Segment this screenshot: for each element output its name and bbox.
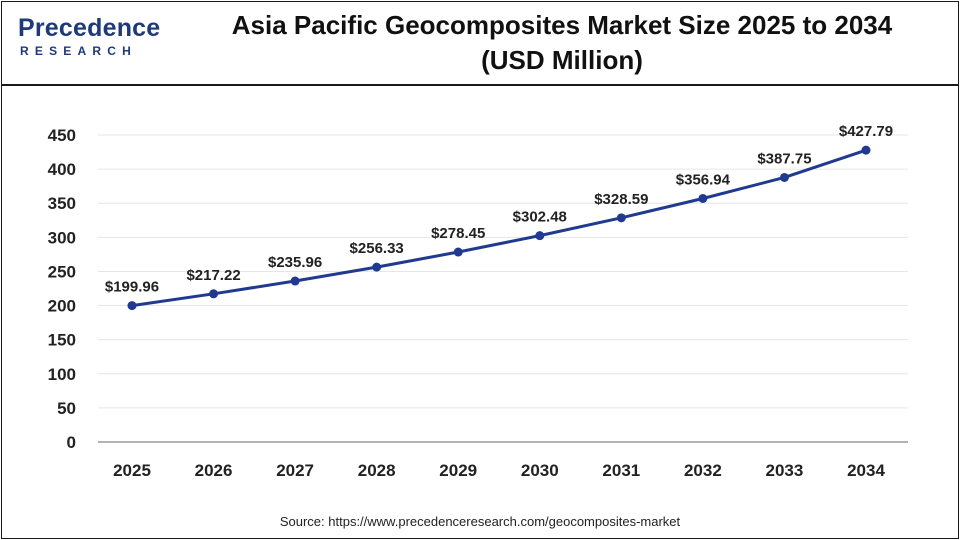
data-point bbox=[290, 276, 300, 286]
x-tick-label: 2026 bbox=[195, 461, 233, 480]
data-label: $278.45 bbox=[431, 225, 485, 242]
data-label: $256.33 bbox=[350, 240, 404, 257]
source-note: Source: https://www.precedenceresearch.c… bbox=[279, 514, 681, 529]
y-tick-label: 50 bbox=[57, 399, 76, 418]
data-label: $328.59 bbox=[594, 191, 648, 208]
chart-title-line1: Asia Pacific Geocomposites Market Size 2… bbox=[231, 10, 893, 40]
logo-subtitle: RESEARCH bbox=[20, 44, 137, 58]
y-tick-label: 200 bbox=[48, 297, 76, 316]
x-tick-label: 2027 bbox=[276, 461, 314, 480]
y-tick-label: 400 bbox=[48, 160, 76, 179]
data-point bbox=[616, 213, 626, 223]
chart-title: Asia Pacific Geocomposites Market Size 2… bbox=[182, 8, 942, 78]
x-tick-label: 2025 bbox=[113, 461, 151, 480]
data-label: $387.75 bbox=[757, 150, 811, 167]
series-line bbox=[131, 148, 867, 308]
precedence-research-logo: Precedence RESEARCH bbox=[18, 14, 168, 66]
y-tick-label: 150 bbox=[48, 331, 76, 350]
data-label: $199.96 bbox=[105, 279, 159, 296]
data-label: $356.94 bbox=[676, 171, 731, 188]
x-tick-label: 2031 bbox=[602, 461, 640, 480]
y-tick-label: 0 bbox=[67, 433, 76, 452]
data-point bbox=[372, 262, 382, 272]
data-point bbox=[127, 301, 137, 311]
x-tick-label: 2033 bbox=[766, 461, 804, 480]
x-tick-label: 2034 bbox=[847, 461, 885, 480]
x-tick-label: 2029 bbox=[439, 461, 477, 480]
x-tick-label: 2032 bbox=[684, 461, 722, 480]
data-label: $217.22 bbox=[186, 267, 240, 284]
data-label: $427.79 bbox=[839, 123, 893, 140]
x-tick-label: 2028 bbox=[358, 461, 396, 480]
header: Precedence RESEARCH Asia Pacific Geocomp… bbox=[2, 2, 958, 86]
y-tick-label: 100 bbox=[48, 365, 76, 384]
data-point bbox=[209, 289, 219, 299]
data-point bbox=[453, 247, 463, 257]
logo-wordmark: Precedence bbox=[18, 14, 161, 42]
x-tick-label: 2030 bbox=[521, 461, 559, 480]
data-label: $235.96 bbox=[268, 254, 322, 271]
y-tick-label: 300 bbox=[48, 228, 76, 247]
data-point bbox=[698, 193, 708, 203]
data-point bbox=[861, 145, 871, 155]
y-tick-label: 350 bbox=[48, 194, 76, 213]
data-point bbox=[535, 231, 545, 241]
y-tick-label: 250 bbox=[48, 262, 76, 281]
chart-title-line2: (USD Million) bbox=[481, 45, 643, 75]
data-point bbox=[779, 172, 789, 182]
y-tick-label: 450 bbox=[48, 126, 76, 145]
data-label: $302.48 bbox=[513, 209, 567, 226]
